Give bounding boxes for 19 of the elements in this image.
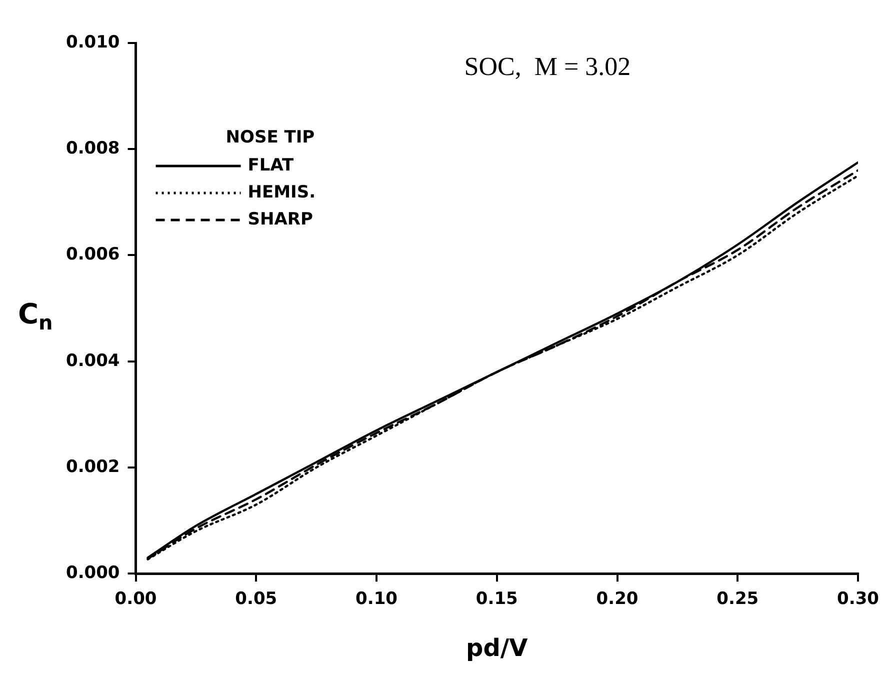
x-tick-label: 0.25 [716, 589, 759, 610]
y-tick-label: 0.006 [66, 244, 120, 265]
x-tick-label: 0.00 [114, 589, 157, 610]
x-axis-title: pd/V [466, 634, 528, 662]
chart-title: SOC, M = 3.02 [464, 52, 631, 81]
y-tick-label: 0.010 [66, 32, 120, 52]
x-tick-label: 0.30 [837, 589, 880, 610]
legend-title: NOSE TIP [226, 127, 315, 148]
y-tick-label: 0.000 [66, 563, 120, 584]
x-tick-label: 0.05 [235, 589, 278, 610]
x-tick-label: 0.20 [596, 589, 638, 610]
legend-label: FLAT [248, 155, 294, 176]
legend-label: HEMIS. [248, 182, 316, 202]
legend-label: SHARP [248, 209, 313, 230]
y-tick-label: 0.008 [66, 138, 120, 159]
y-tick-label: 0.004 [66, 350, 120, 371]
y-tick-label: 0.002 [66, 456, 120, 477]
x-tick-label: 0.15 [476, 589, 518, 610]
x-tick-label: 0.10 [356, 589, 398, 610]
